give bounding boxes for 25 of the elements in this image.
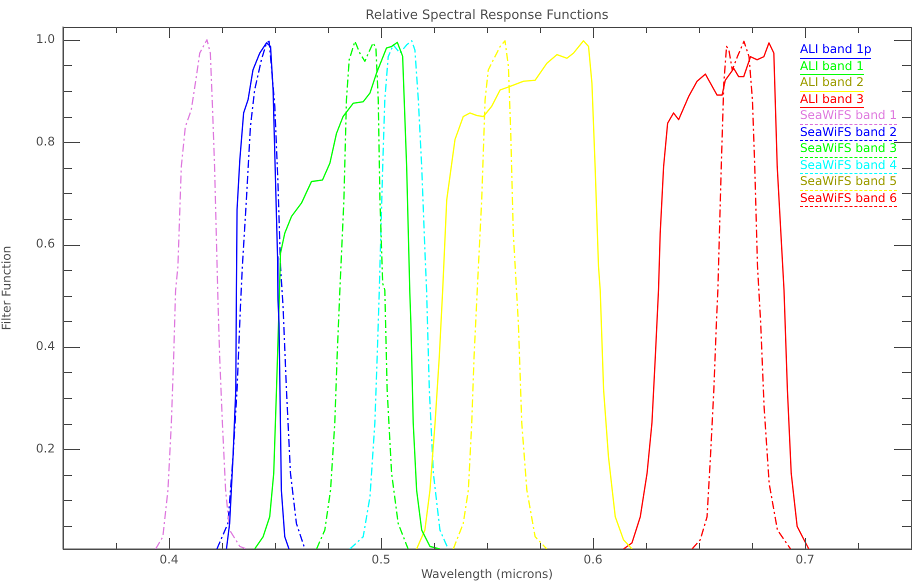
y-tick-label: 1.0 <box>36 32 55 46</box>
text: SeaWiFS band 6 <box>800 190 897 207</box>
line-series <box>154 39 248 549</box>
x-axis-title: Wavelength (microns) <box>421 566 553 581</box>
y-tick-label: 0.4 <box>36 338 55 353</box>
line-series <box>349 40 449 549</box>
y-tick-label: 0.8 <box>36 134 55 148</box>
text: SeaWiFS band 4 <box>800 158 897 174</box>
text: SeaWiFS band 2 <box>800 124 897 141</box>
text: SeaWiFS band 5 <box>800 174 897 190</box>
x-tick-label: 0.7 <box>795 552 815 566</box>
x-tick-label: 0.6 <box>583 552 603 566</box>
line-series <box>216 40 306 549</box>
x-tick-label: 0.5 <box>371 552 391 566</box>
text: ALI band 1p <box>800 42 872 58</box>
y-axis-title: Filter Function <box>0 246 14 330</box>
text: SeaWiFS band 1 <box>800 108 897 124</box>
chart-title: Relative Spectral Response Functions <box>366 8 609 23</box>
text: ALI band 3 <box>800 92 864 108</box>
text: SeaWiFS band 3 <box>800 141 897 158</box>
text: ALI band 1 <box>800 58 864 75</box>
text: ALI band 2 <box>800 75 864 92</box>
x-tick-label: 0.4 <box>159 552 179 566</box>
y-tick-label: 0.6 <box>36 236 55 251</box>
y-tick-label: 0.2 <box>36 441 55 456</box>
